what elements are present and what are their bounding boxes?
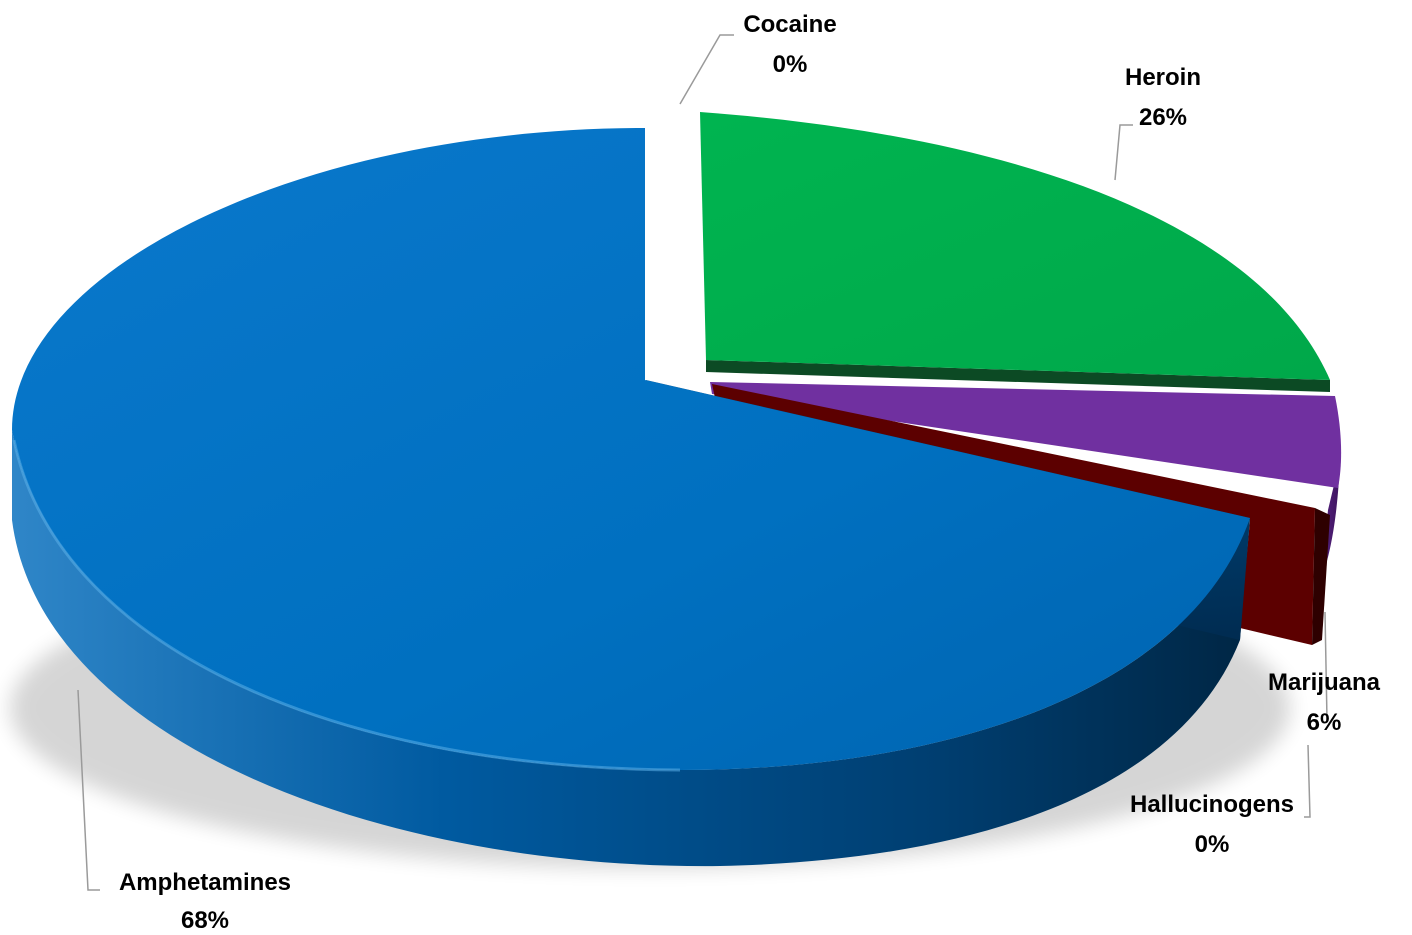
data-labels: Cocaine 0% Heroin 26% Marijuana 6% Hallu… <box>119 11 1381 934</box>
slice-heroin-side <box>706 360 1330 392</box>
slice-hallucinogens-face-edge <box>1312 508 1330 645</box>
slice-amphetamines-side <box>12 430 1250 867</box>
slice-heroin <box>700 112 1330 392</box>
leader-line-cocaine <box>679 34 734 105</box>
label-heroin-name: Heroin <box>1125 64 1201 91</box>
leader-line-marijuana <box>1324 611 1328 721</box>
slice-heroin-top <box>700 112 1330 380</box>
leader-line-amphetamines <box>77 689 100 891</box>
label-heroin-value: 26% <box>1139 104 1187 131</box>
leader-lines <box>77 34 1328 891</box>
label-marijuana-name: Marijuana <box>1268 669 1381 696</box>
slice-marijuana-top <box>710 382 1342 488</box>
label-cocaine-value: 0% <box>773 51 808 78</box>
leader-line-heroin <box>1114 124 1133 181</box>
slice-amphetamines <box>12 128 1250 867</box>
label-amphetamines-name: Amphetamines <box>119 869 291 896</box>
label-cocaine-name: Cocaine <box>743 11 836 38</box>
slice-amphetamines-top <box>12 128 1250 770</box>
label-marijuana-value: 6% <box>1307 709 1342 736</box>
label-hallucinogens-value: 0% <box>1195 831 1230 858</box>
label-amphetamines-value: 68% <box>181 907 229 934</box>
label-hallucinogens-name: Hallucinogens <box>1130 791 1294 818</box>
leader-line-hallucinogens <box>1304 744 1311 818</box>
slice-amphetamines-rim-highlight <box>12 439 681 772</box>
